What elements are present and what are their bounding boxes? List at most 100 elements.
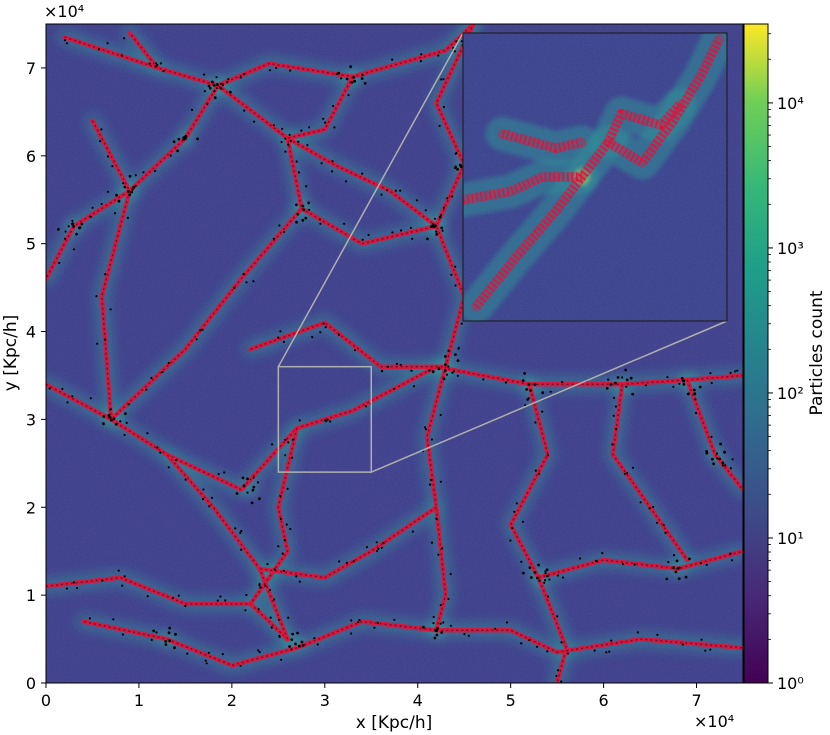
halo-point <box>435 517 438 520</box>
halo-point <box>268 69 271 72</box>
halo-point <box>205 662 208 665</box>
y-tick-label: 7 <box>26 59 36 78</box>
halo-point <box>431 223 435 227</box>
halo-point <box>61 387 64 390</box>
halo-point <box>291 456 294 459</box>
inset-filament-band <box>463 172 587 205</box>
filament-grid <box>301 207 437 245</box>
halo-point <box>284 137 287 140</box>
halo-point <box>678 382 681 385</box>
halo-point <box>210 496 214 499</box>
halo-point <box>326 418 329 421</box>
halo-point <box>365 546 368 549</box>
halo-point <box>221 653 224 656</box>
halo-point <box>672 566 675 570</box>
halo-point <box>126 190 130 193</box>
halo-point <box>206 102 209 105</box>
halo-point <box>442 105 445 109</box>
halo-point <box>207 651 210 654</box>
halo-point <box>283 230 286 233</box>
halo-point <box>601 552 604 555</box>
halo-point <box>272 124 275 127</box>
halo-point <box>610 639 613 642</box>
halo-point <box>463 632 466 636</box>
halo-point <box>612 396 616 399</box>
y-offset-text: ×10⁴ <box>44 2 84 21</box>
halo-point <box>544 570 547 573</box>
halo-point <box>211 80 214 84</box>
halo-point <box>719 442 722 446</box>
halo-point <box>611 443 614 446</box>
halo-point <box>450 273 453 276</box>
halo-point <box>306 143 309 147</box>
halo-point <box>432 615 435 619</box>
halo-point <box>167 362 170 365</box>
halo-point <box>444 355 447 358</box>
halo-point <box>350 619 353 622</box>
halo-point <box>195 338 198 341</box>
halo-point <box>430 541 434 544</box>
halo-point <box>454 353 457 356</box>
halo-point <box>731 458 734 461</box>
halo-point <box>171 596 175 599</box>
halo-point <box>216 599 219 602</box>
halo-point <box>429 478 433 481</box>
halo-point <box>65 587 69 590</box>
halo-point <box>520 642 523 645</box>
halo-point <box>454 265 457 268</box>
halo-point <box>201 328 204 331</box>
halo-point <box>441 547 444 550</box>
halo-point <box>48 387 51 390</box>
halo-point <box>533 383 537 386</box>
halo-point <box>459 165 463 169</box>
halo-point <box>250 501 254 505</box>
halo-point <box>347 94 350 97</box>
halo-point <box>521 379 525 382</box>
y-axis-label: y [Kpc/h] <box>1 315 21 392</box>
halo-point <box>546 650 549 653</box>
halo-point <box>716 457 719 460</box>
halo-point <box>270 626 273 629</box>
halo-point <box>433 217 436 220</box>
halo-point <box>296 212 300 216</box>
halo-point <box>639 501 642 504</box>
halo-point <box>439 413 442 417</box>
halo-point <box>239 76 242 79</box>
halo-point <box>190 108 194 111</box>
halo-point <box>688 557 691 561</box>
halo-point <box>736 369 739 372</box>
zoom-connector-top <box>277 32 464 368</box>
halo-point <box>89 215 92 218</box>
halo-point <box>377 547 380 550</box>
halo-point <box>380 546 383 549</box>
halo-point <box>284 150 287 153</box>
halo-point <box>324 326 327 329</box>
halo-point <box>687 392 690 395</box>
halo-point <box>63 39 66 42</box>
halo-point <box>101 579 104 582</box>
halo-point <box>614 381 617 385</box>
halo-point <box>287 143 290 146</box>
halo-point <box>252 485 256 489</box>
halo-point <box>268 588 271 592</box>
halo-point <box>130 190 134 194</box>
halo-point <box>656 633 659 636</box>
halo-point <box>595 560 598 563</box>
halo-point <box>441 229 444 232</box>
halo-point <box>281 552 284 555</box>
halo-point <box>258 497 261 501</box>
halo-point <box>291 632 294 636</box>
y-axis: 0 1 2 3 4 5 6 7 <box>26 59 46 693</box>
halo-point <box>285 523 288 526</box>
halo-point <box>159 62 162 65</box>
halo-point <box>644 384 648 387</box>
filament-grid <box>510 384 568 683</box>
halo-point <box>161 370 164 374</box>
halo-point <box>202 488 205 491</box>
halo-point <box>426 237 429 241</box>
halo-point <box>710 381 713 385</box>
halo-point <box>494 627 497 631</box>
halo-point <box>556 615 559 618</box>
halo-point <box>664 531 667 535</box>
y-tick-label: 2 <box>26 498 36 517</box>
